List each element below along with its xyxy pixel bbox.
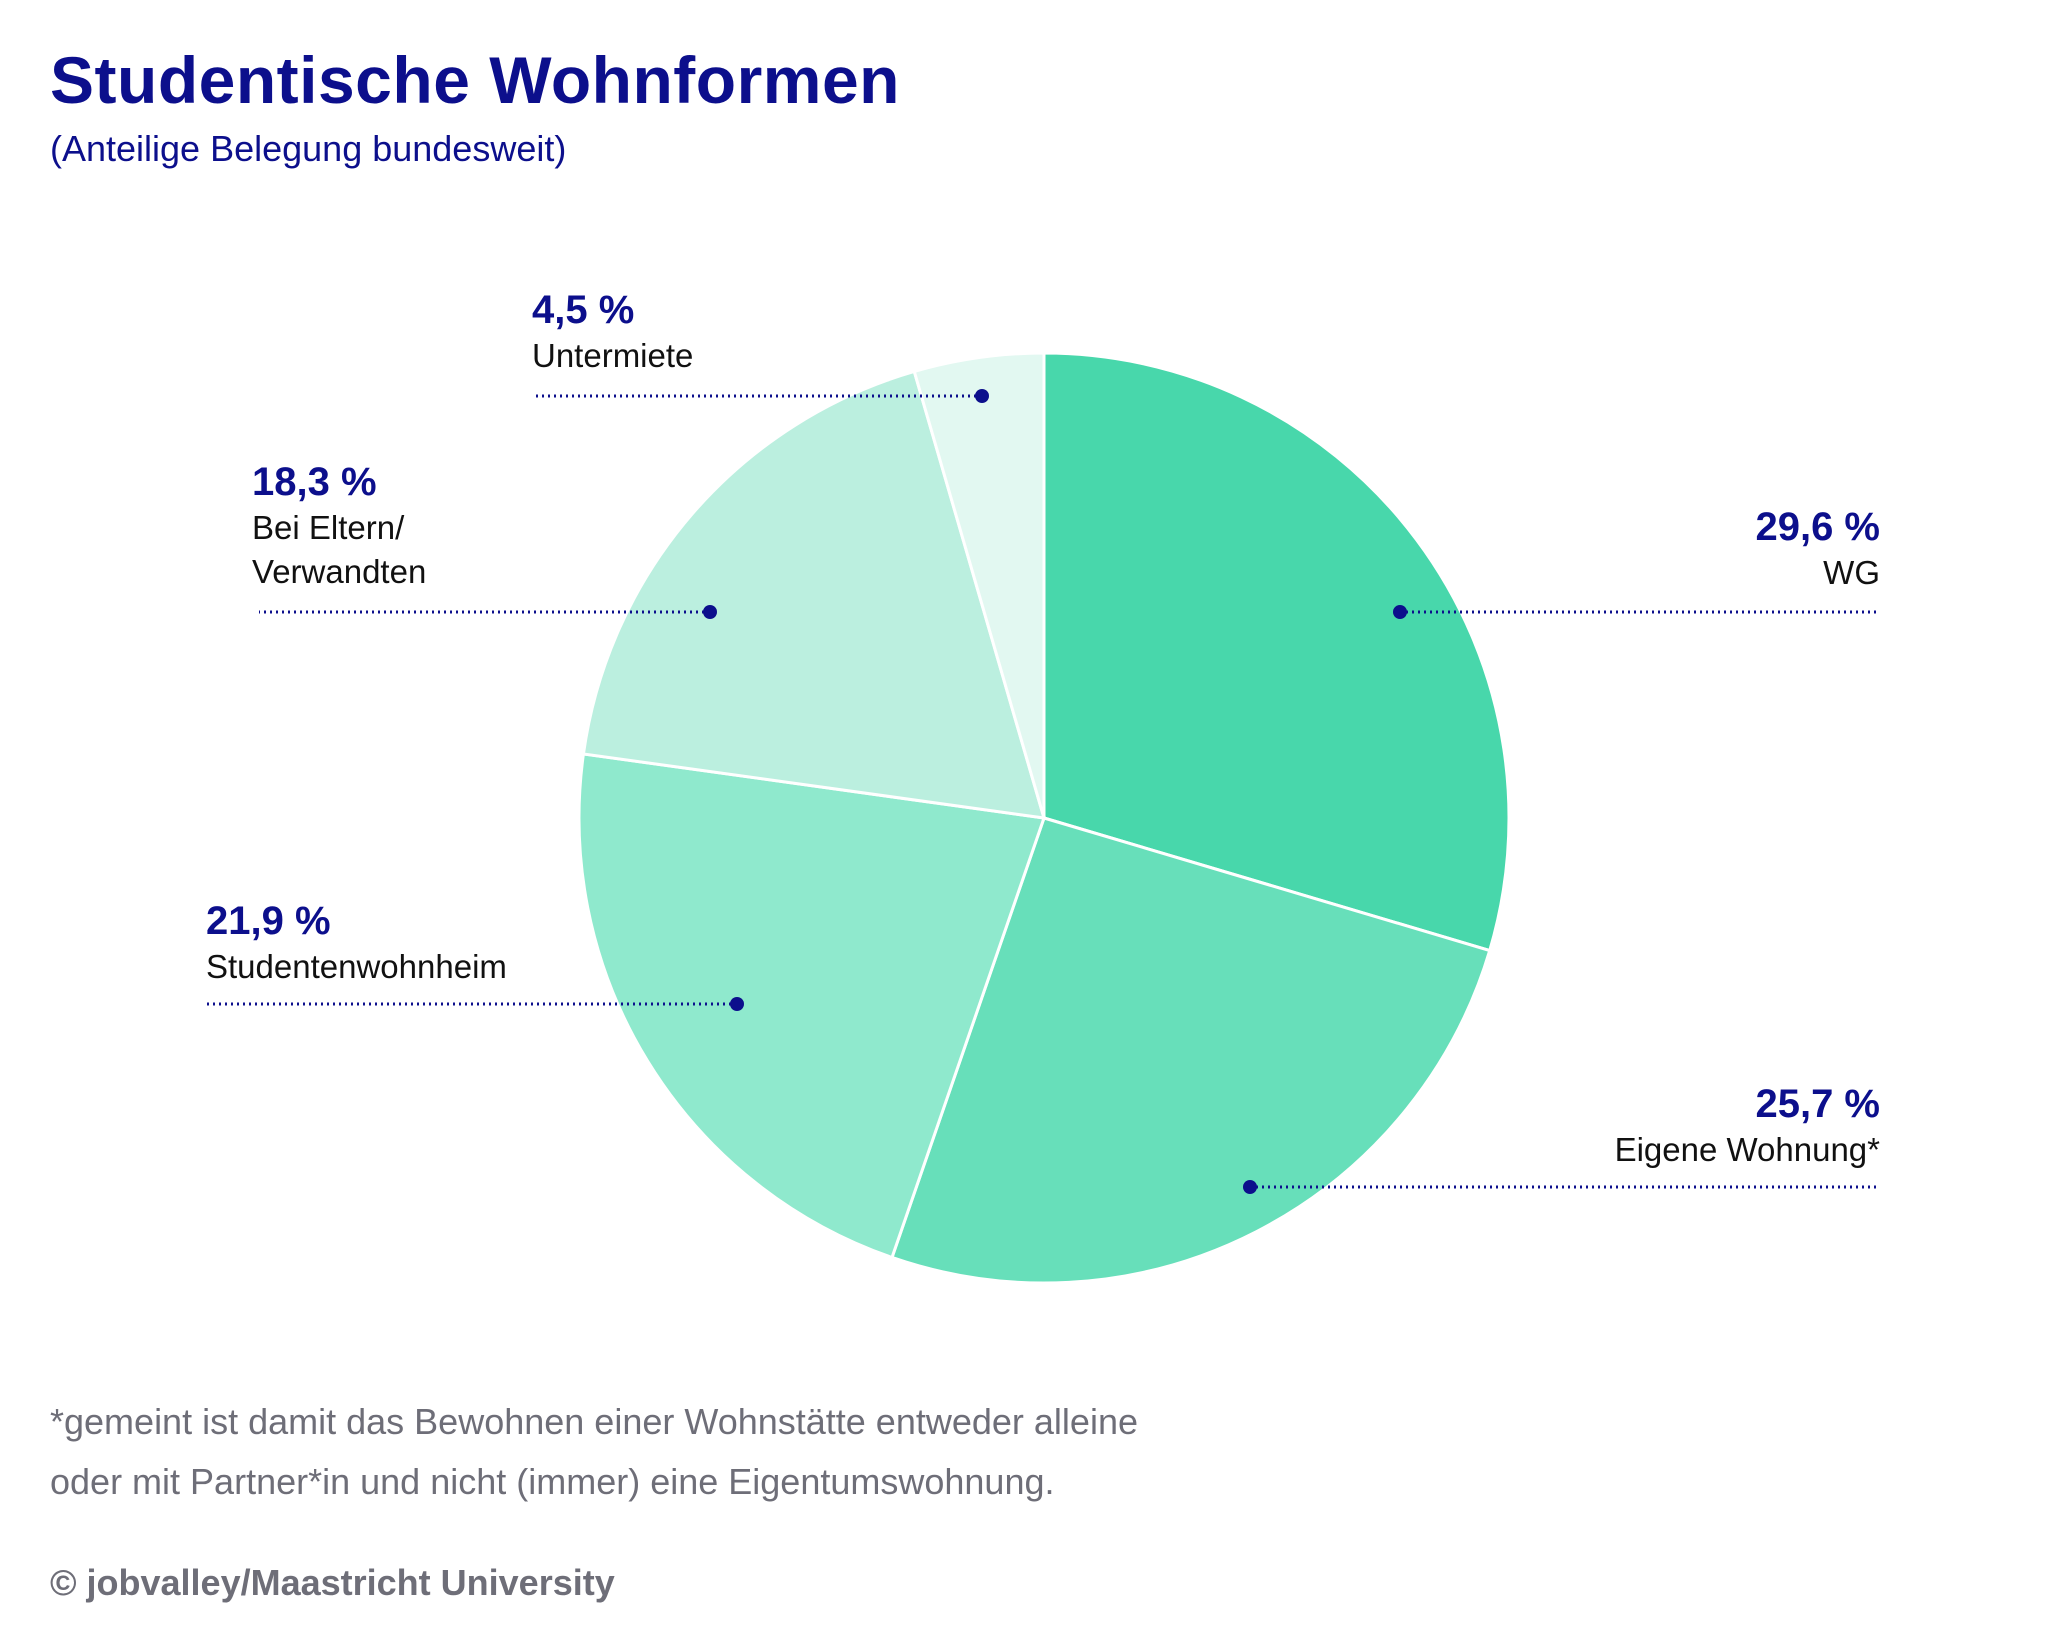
pie-slices — [577, 351, 1511, 1285]
category-label-wohnheim: Studentenwohnheim — [206, 948, 507, 985]
value-label-wohnheim: 21,9 % — [206, 899, 331, 943]
category-label-eigene: Eigene Wohnung* — [1615, 1131, 1881, 1168]
pie-slice-wohnheim — [577, 752, 1047, 1260]
copyright-credit: © jobvalley/Maastricht University — [50, 1562, 615, 1603]
leader-dot-wg — [1393, 605, 1407, 619]
pie-slice-wg — [1042, 351, 1511, 953]
leader-dot-untermiete — [975, 389, 989, 403]
pie-labels: 29,6 % WG 25,7 % Eigene Wohnung* 21,9 % Stude… — [206, 288, 1880, 1194]
footnote-line-2: oder mit Partner*in und nicht (immer) ei… — [50, 1461, 1055, 1502]
pie-slice-untermiete — [912, 351, 1046, 819]
value-label-wg: 29,6 % — [1755, 505, 1880, 549]
footnote: *gemeint ist damit das Bewohnen einer Wo… — [50, 1392, 1550, 1512]
chart-title: Studentische Wohnformen — [50, 43, 900, 117]
leader-dot-eltern — [703, 605, 717, 619]
value-label-eltern: 18,3 % — [252, 460, 377, 504]
pie-slice-eigene — [890, 816, 1492, 1285]
pie-slice-eltern — [581, 369, 1047, 820]
category-label-eltern-2: Verwandten — [252, 553, 426, 590]
category-label-eltern-1: Bei Eltern/ — [252, 509, 405, 546]
value-label-eigene: 25,7 % — [1755, 1082, 1880, 1126]
category-label-untermiete: Untermiete — [532, 337, 693, 374]
value-label-untermiete: 4,5 % — [532, 288, 634, 332]
leader-dot-wohnheim — [730, 997, 744, 1011]
leader-dot-eigene — [1243, 1180, 1257, 1194]
chart-subtitle: (Anteilige Belegung bundesweit) — [50, 128, 567, 169]
category-label-wg: WG — [1823, 554, 1880, 591]
footnote-line-1: *gemeint ist damit das Bewohnen einer Wo… — [50, 1401, 1138, 1442]
